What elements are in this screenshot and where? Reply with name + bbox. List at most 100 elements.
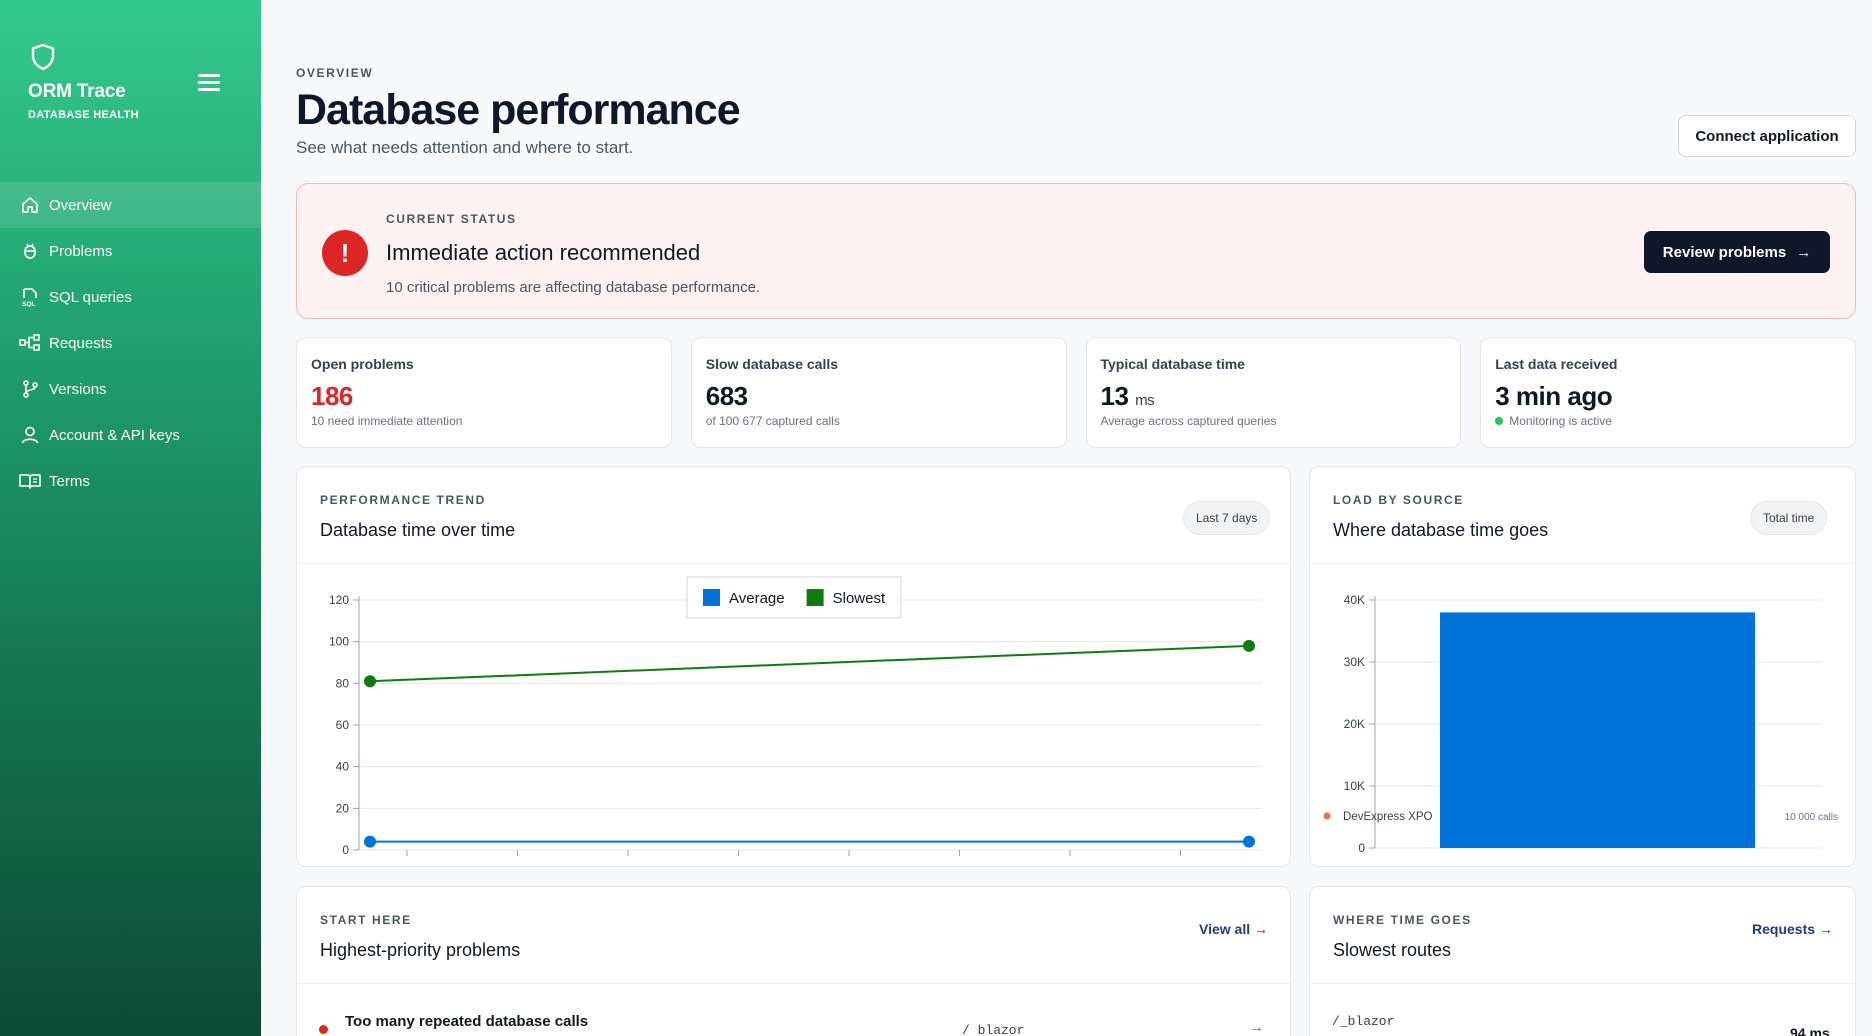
kpi-value: 3 min ago bbox=[1495, 381, 1613, 411]
sidebar-item-overview[interactable]: Overview bbox=[0, 182, 261, 228]
sidebar-nav: Overview Problems SQL SQL queries Reques… bbox=[0, 182, 261, 504]
route-path: /_blazor bbox=[1332, 1014, 1395, 1029]
sidebar: ORM Trace DATABASE HEALTH Overview Probl… bbox=[0, 0, 261, 1036]
y-tick-label: 30K bbox=[1344, 655, 1365, 669]
sql-icon: SQL bbox=[19, 286, 41, 308]
data-point bbox=[1243, 835, 1255, 848]
book-icon bbox=[19, 470, 41, 492]
data-point bbox=[1243, 639, 1255, 652]
kpi-slow-database-calls[interactable]: Slow database calls 683 of 100 677 captu… bbox=[690, 337, 1067, 448]
metric-pill[interactable]: Total time bbox=[1750, 501, 1828, 535]
data-point bbox=[364, 835, 376, 848]
status-eyebrow: CURRENT STATUS bbox=[386, 212, 517, 226]
kpi-label: Open problems bbox=[311, 356, 414, 372]
sidebar-item-problems[interactable]: Problems bbox=[0, 228, 261, 274]
hamburger-menu-icon[interactable] bbox=[198, 74, 220, 92]
svg-text:SQL: SQL bbox=[22, 301, 35, 307]
y-tick-label: 20 bbox=[336, 801, 350, 815]
y-tick-label: 120 bbox=[329, 593, 349, 607]
sidebar-item-terms[interactable]: Terms bbox=[0, 458, 261, 504]
performance-trend-card: PERFORMANCE TREND Database time over tim… bbox=[296, 466, 1291, 867]
legend-box bbox=[686, 576, 902, 619]
kpi-value-wrap: 13 ms bbox=[1101, 381, 1447, 412]
page-title: Database performance bbox=[296, 86, 741, 134]
sidebar-item-label: Versions bbox=[49, 380, 107, 398]
shield-icon bbox=[31, 43, 55, 71]
sidebar-item-sql-queries[interactable]: SQL SQL queries bbox=[0, 274, 261, 320]
card-header: START HERE Highest-priority problems Vie… bbox=[297, 887, 1290, 984]
slowest-routes-card: WHERE TIME GOES Slowest routes Requests … bbox=[1309, 886, 1856, 1036]
kpi-sub-wrap: Monitoring is active bbox=[1495, 414, 1841, 428]
sidebar-item-label: Terms bbox=[49, 472, 90, 490]
card-eyebrow: WHERE TIME GOES bbox=[1333, 913, 1472, 927]
brand-name: ORM Trace bbox=[28, 81, 126, 102]
sidebar-item-label: Requests bbox=[49, 334, 113, 352]
problem-route: / blazor bbox=[962, 1023, 1025, 1036]
legend-label: Slowest bbox=[833, 590, 886, 607]
priority-problems-card: START HERE Highest-priority problems Vie… bbox=[296, 886, 1291, 1036]
sidebar-item-label: Overview bbox=[49, 196, 112, 214]
sidebar-item-label: SQL queries bbox=[49, 288, 132, 306]
card-eyebrow: LOAD BY SOURCE bbox=[1333, 493, 1464, 507]
load-chart: 40K 30K 20K 10K 0 DevExpress XPO 10 000 calls bbox=[1323, 593, 1838, 855]
sidebar-item-account-api-keys[interactable]: Account & API keys bbox=[0, 412, 261, 458]
home-icon bbox=[19, 194, 41, 216]
card-header: LOAD BY SOURCE Where database time goes … bbox=[1310, 467, 1855, 564]
view-all-link[interactable]: View all → bbox=[1199, 921, 1268, 937]
kpi-sub: 10 need immediate attention bbox=[311, 414, 463, 428]
y-tick-label: 80 bbox=[336, 676, 350, 690]
kpi-label: Slow database calls bbox=[705, 356, 839, 372]
requests-link[interactable]: Requests → bbox=[1752, 921, 1833, 937]
y-tick-label: 40K bbox=[1344, 593, 1365, 607]
page-eyebrow: OVERVIEW bbox=[296, 66, 374, 80]
card-title: Highest-priority problems bbox=[320, 940, 521, 960]
legend-label: Average bbox=[729, 590, 785, 607]
y-tick-label: 60 bbox=[336, 718, 350, 732]
status-banner: ! CURRENT STATUS Immediate action recomm… bbox=[296, 183, 1856, 319]
load-by-source-card: LOAD BY SOURCE Where database time goes … bbox=[1309, 466, 1856, 867]
card-header: WHERE TIME GOES Slowest routes Requests … bbox=[1310, 887, 1855, 984]
kpi-open-problems[interactable]: Open problems 186 10 need immediate atte… bbox=[296, 337, 672, 448]
y-tick-label: 20K bbox=[1344, 717, 1365, 731]
bar-annotation: 10 000 calls bbox=[1785, 812, 1838, 823]
legend-swatch bbox=[703, 589, 720, 606]
review-problems-label: Review problems bbox=[1662, 243, 1787, 261]
sidebar-item-requests[interactable]: Requests bbox=[0, 320, 261, 366]
legend-swatch bbox=[806, 589, 824, 606]
connect-application-button[interactable]: Connect application bbox=[1678, 115, 1856, 157]
card-header: PERFORMANCE TREND Database time over tim… bbox=[297, 467, 1290, 564]
brand: ORM Trace DATABASE HEALTH bbox=[28, 42, 139, 121]
user-icon bbox=[19, 424, 41, 446]
arrow-right-icon: → bbox=[1796, 243, 1812, 261]
route-duration: 94 ms bbox=[1790, 1025, 1830, 1036]
severity-dot-icon bbox=[319, 1025, 328, 1034]
requests-icon bbox=[19, 332, 41, 354]
kpi-sub: Monitoring is active bbox=[1509, 414, 1612, 428]
card-eyebrow: PERFORMANCE TREND bbox=[320, 493, 486, 507]
kpi-row: Open problems 186 10 need immediate atte… bbox=[296, 337, 1856, 448]
status-description: 10 critical problems are affecting datab… bbox=[386, 279, 761, 296]
bug-icon bbox=[19, 240, 41, 262]
status-title: Immediate action recommended bbox=[386, 240, 701, 265]
y-tick-label: 10K bbox=[1344, 779, 1365, 793]
category-dot bbox=[1323, 812, 1331, 820]
kpi-unit: ms bbox=[1135, 392, 1155, 409]
kpi-last-data-received[interactable]: Last data received 3 min ago Monitoring … bbox=[1480, 337, 1856, 448]
brand-subtitle: DATABASE HEALTH bbox=[28, 109, 139, 121]
kpi-label: Typical database time bbox=[1100, 356, 1245, 372]
review-problems-button[interactable]: Review problems → bbox=[1644, 231, 1830, 273]
card-title: Slowest routes bbox=[1333, 940, 1452, 960]
y-tick-label: 40 bbox=[336, 760, 350, 774]
kpi-value: 683 bbox=[705, 381, 748, 411]
sidebar-item-versions[interactable]: Versions bbox=[0, 366, 261, 412]
y-tick-label: 0 bbox=[342, 843, 349, 857]
sidebar-item-label: Problems bbox=[49, 242, 113, 260]
range-pill[interactable]: Last 7 days bbox=[1183, 501, 1271, 535]
status-dot-icon bbox=[1495, 417, 1504, 425]
branch-icon bbox=[19, 378, 41, 400]
sidebar-item-label: Account & API keys bbox=[49, 426, 180, 444]
y-tick-label: 0 bbox=[1358, 841, 1365, 855]
kpi-typical-database-time[interactable]: Typical database time 13 ms Average acro… bbox=[1085, 337, 1462, 448]
trend-chart: 120 100 80 60 40 20 0 Average Slowest bbox=[329, 576, 1262, 857]
kpi-value: 13 bbox=[1100, 381, 1129, 411]
